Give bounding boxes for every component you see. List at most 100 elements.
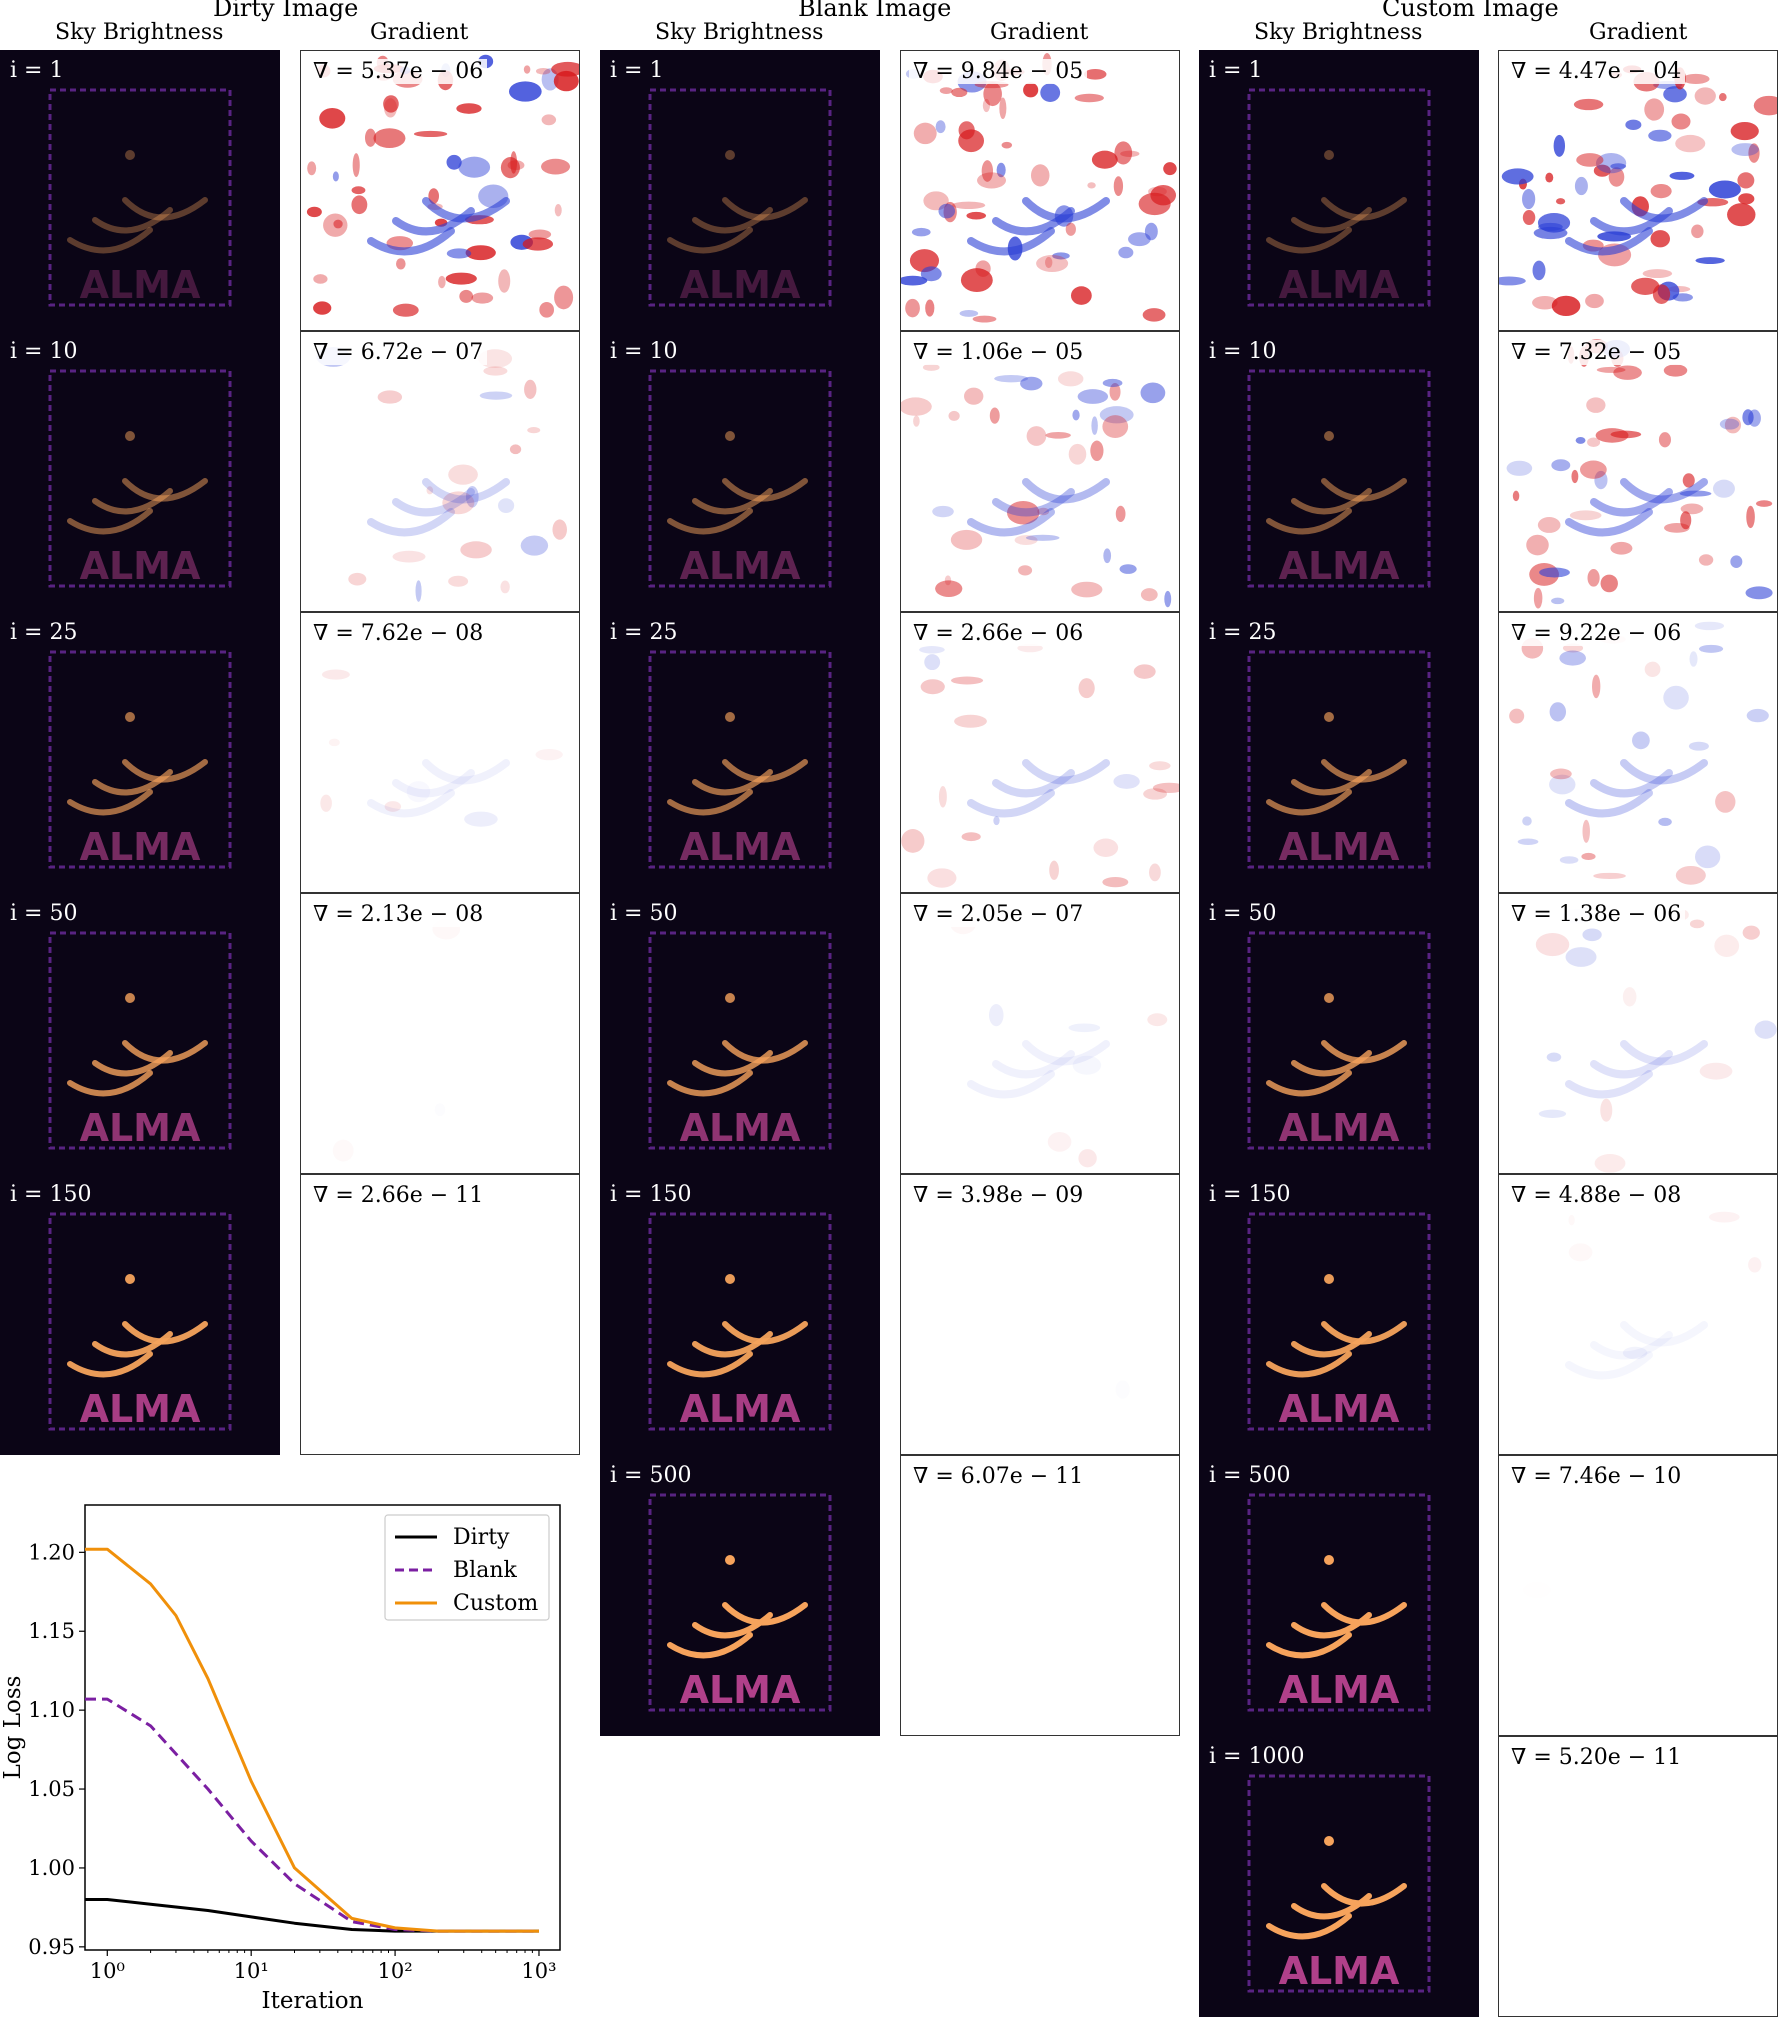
blank-gradient-map [967,1004,1168,1168]
custom-gradient-map [1506,339,1773,609]
iteration-label: i = 150 [10,1182,92,1207]
gradient-value-label: ∇ = 6.72e − 07 [309,340,488,365]
blank-gradient-column-title: Gradient [990,20,1089,45]
svg-text:ALMA: ALMA [680,825,801,869]
custom-sky-image: ALMA [1247,369,1431,588]
iteration-label: i = 1 [610,58,664,83]
blank-sky-image: ALMA [648,650,832,869]
svg-text:ALMA: ALMA [1279,1387,1400,1431]
gradient-value-label: ∇ = 5.20e − 11 [1507,1745,1686,1770]
gradient-value-label: ∇ = 4.88e − 08 [1507,1183,1686,1208]
custom-sky-panel: ALMA i = 150 [1199,1174,1479,1455]
gradient-value-label: ∇ = 5.37e − 06 [309,59,488,84]
custom-gradient-column-title: Gradient [1589,20,1688,45]
legend-label: Dirty [453,1525,510,1550]
dirty-gradient-panel: ∇ = 7.62e − 08 [300,612,580,893]
blank-gradient-map [901,53,1177,323]
iteration-label: i = 500 [1209,1463,1291,1488]
dirty-gradient-map [320,669,563,827]
gradient-value-label: ∇ = 7.62e − 08 [309,621,488,646]
custom-gradient-panel: ∇ = 7.46e − 10 [1498,1455,1778,1736]
blank-sky-column-title: Sky Brightness [655,20,824,45]
dirty-sky-image: ALMA [48,88,232,307]
dirty-sky-panel: ALMA i = 150 [0,1174,280,1455]
custom-sky-image: ALMA [1247,88,1431,307]
blank-gradient-panel: ∇ = 3.98e − 09 [900,1174,1180,1455]
custom-sky-image: ALMA [1247,931,1431,1150]
custom-sky-image: ALMA [1247,1493,1431,1712]
svg-text:ALMA: ALMA [680,1668,801,1712]
custom-sky-panel: ALMA i = 25 [1199,612,1479,893]
iteration-label: i = 10 [10,339,78,364]
custom-sky-column-title: Sky Brightness [1254,20,1423,45]
dirty-gradient-panel: ∇ = 6.72e − 07 [300,331,580,612]
custom-gradient-panel: ∇ = 9.22e − 06 [1498,612,1778,893]
loss-chart: 0.95 1.00 1.05 1.10 1.15 1.20 10⁰ 10¹ 10² 10³ Iter… [0,1504,561,2014]
gradient-value-label: ∇ = 7.32e − 05 [1507,340,1686,365]
x-tick-label: 10² [378,1959,413,1983]
gradient-value-label: ∇ = 1.38e − 06 [1507,902,1686,927]
custom-sky-panel: ALMA i = 50 [1199,893,1479,1174]
custom-gradient-panel: ∇ = 7.32e − 05 [1498,331,1778,612]
svg-text:ALMA: ALMA [680,1106,801,1150]
gradient-value-label: ∇ = 6.07e − 11 [909,1464,1088,1489]
dirty-sky-panel: ALMA i = 1 [0,50,280,331]
series-line-custom [85,1547,539,1933]
dirty-sky-image: ALMA [48,369,232,588]
custom-sky-panel: ALMA i = 10 [1199,331,1479,612]
dirty-sky-panel: ALMA i = 50 [0,893,280,1174]
y-tick-label: 0.95 [28,1935,75,1959]
iteration-label: i = 10 [610,339,678,364]
y-tick-label: 1.10 [28,1698,75,1722]
y-tick-label: 1.05 [28,1777,75,1801]
blank-sky-panel: ALMA i = 25 [600,612,880,893]
y-axis-label: Log Loss [0,1676,26,1780]
blank-gradient-panel: ∇ = 9.84e − 05 [900,50,1180,331]
custom-sky-image: ALMA [1247,650,1431,869]
custom-gradient-map [1499,65,1777,317]
blank-sky-panel: ALMA i = 10 [600,331,880,612]
svg-text:ALMA: ALMA [680,544,801,588]
dirty-sky-image: ALMA [48,931,232,1150]
gradient-value-label: ∇ = 1.06e − 05 [909,340,1088,365]
dirty-gradient-panel: ∇ = 5.37e − 06 [300,50,580,331]
blank-gradient-map [901,1175,1180,1455]
y-tick-label: 1.15 [28,1619,75,1643]
gradient-value-label: ∇ = 9.22e − 06 [1507,621,1686,646]
blank-gradient-panel: ∇ = 2.66e − 06 [900,612,1180,893]
dirty-sky-image: ALMA [48,1212,232,1431]
custom-sky-panel: ALMA i = 500 [1199,1455,1479,1736]
custom-gradient-panel: ∇ = 4.47e − 04 [1498,50,1778,331]
gradient-value-label: ∇ = 4.47e − 04 [1507,59,1686,84]
iteration-label: i = 1 [10,58,64,83]
iteration-label: i = 10 [1209,339,1277,364]
custom-gradient-map [1535,908,1777,1173]
gradient-value-label: ∇ = 7.46e − 10 [1507,1464,1686,1489]
gradient-value-label: ∇ = 2.05e − 07 [909,902,1088,927]
custom-sky-panel: ALMA i = 1000 [1199,1736,1479,2017]
x-tick-label: 10⁰ [90,1959,125,1983]
iteration-label: i = 500 [610,1463,692,1488]
blank-sky-panel: ALMA i = 500 [600,1455,880,1736]
custom-gradient-panel: ∇ = 1.38e − 06 [1498,893,1778,1174]
custom-group-title: Custom Image [1382,0,1559,22]
legend-box [384,1514,550,1621]
dirty-gradient-panel: ∇ = 2.66e − 11 [300,1174,580,1455]
dirty-sky-panel: ALMA i = 25 [0,612,280,893]
svg-text:ALMA: ALMA [80,544,201,588]
svg-text:ALMA: ALMA [80,825,201,869]
iteration-label: i = 50 [10,901,78,926]
blank-gradient-map [901,643,1179,888]
gradient-value-label: ∇ = 2.13e − 08 [309,902,488,927]
gradient-value-label: ∇ = 2.66e − 11 [309,1183,488,1208]
iteration-label: i = 50 [1209,901,1277,926]
iteration-label: i = 150 [1209,1182,1291,1207]
plot-frame [84,1504,561,1951]
svg-text:ALMA: ALMA [1279,263,1400,307]
blank-gradient-map [901,1456,1180,1736]
x-tick-label: 10¹ [234,1959,269,1983]
dirty-sky-image: ALMA [48,650,232,869]
blank-sky-image: ALMA [648,1212,832,1431]
dirty-sky-panel: ALMA i = 10 [0,331,280,612]
custom-gradient-map [1509,621,1769,885]
